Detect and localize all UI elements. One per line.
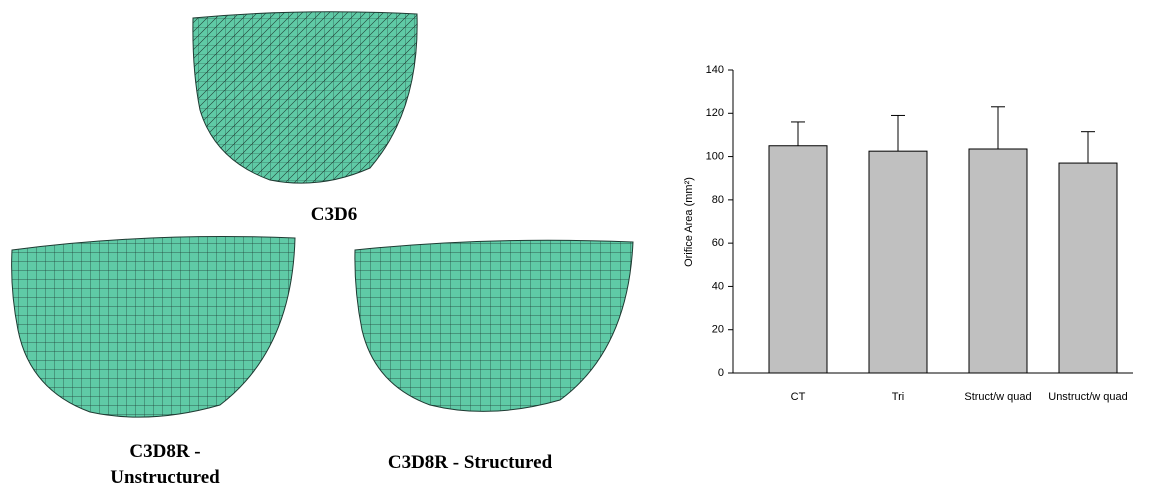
- x-tick-label: Tri: [892, 391, 904, 403]
- y-tick-label: 100: [706, 150, 724, 162]
- mesh-structured: [354, 239, 634, 412]
- y-tick-label: 0: [718, 367, 724, 379]
- x-tick-label: Struct/w quad: [964, 391, 1031, 403]
- y-tick-label: 80: [712, 194, 724, 206]
- bar: [868, 150, 928, 374]
- caption: C3D8R - Structured: [387, 452, 553, 473]
- y-tick-label: 40: [712, 280, 724, 292]
- x-tick-label: Unstruct/w quad: [1048, 391, 1127, 403]
- bar: [968, 148, 1028, 374]
- mesh-unstructured: [11, 236, 296, 418]
- bar: [768, 145, 828, 374]
- y-tick-label: 20: [712, 324, 724, 336]
- y-axis-label: Orifice Area (mm²): [683, 177, 695, 267]
- caption: C3D8R - Unstructured: [110, 441, 220, 488]
- caption: C3D6: [310, 204, 358, 225]
- y-tick-label: 140: [706, 64, 724, 76]
- bar: [1058, 162, 1118, 374]
- x-tick-label: CT: [791, 391, 806, 403]
- y-tick-label: 120: [706, 107, 724, 119]
- y-tick-label: 60: [712, 237, 724, 249]
- mesh-c3d6: [192, 11, 418, 184]
